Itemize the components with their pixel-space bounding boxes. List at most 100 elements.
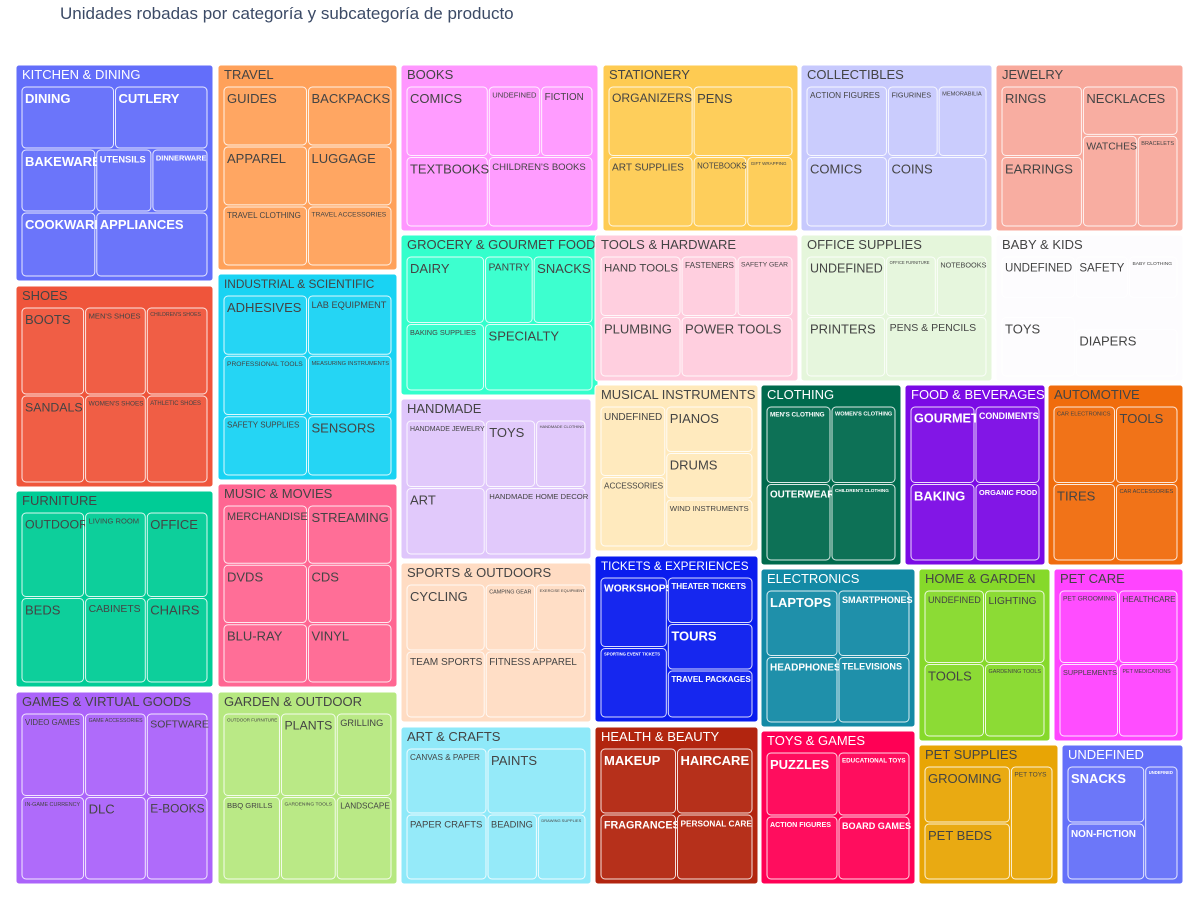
subcategory-tile[interactable] (766, 484, 831, 561)
subcategory-tile[interactable] (536, 420, 586, 487)
category-art-and-crafts[interactable]: ART & CRAFTS CANVAS & PAPER PAINTS PAPER CR… (400, 726, 592, 885)
subcategory-furniture-outdoor[interactable]: OUTDOOR (21, 512, 88, 597)
subcategory-books-fiction[interactable]: FICTION (541, 86, 593, 156)
subcategory-tile[interactable] (600, 648, 667, 718)
subcategory-kitchen-and-dining-bakeware[interactable]: BAKEWARE (21, 149, 101, 212)
subcategory-tile[interactable] (308, 564, 392, 624)
subcategory-automotive-car-accessories[interactable]: CAR ACCESSORIES (1116, 484, 1178, 561)
subcategory-pet-care-pet-medications[interactable]: PET MEDICATIONS (1119, 664, 1178, 737)
subcategory-baby-and-kids-safety[interactable]: SAFETY (1075, 256, 1128, 298)
subcategory-tile[interactable] (223, 206, 307, 266)
subcategory-games-and-virtual-goods-software[interactable]: SOFTWARE (146, 713, 209, 796)
subcategory-garden-and-outdoor-gardening-tools[interactable]: GARDENING TOOLS (280, 797, 336, 880)
subcategory-electronics-televisions[interactable]: TELEVISIONS (838, 657, 910, 723)
subcategory-handmade-handmade-jewelry[interactable]: HANDMADE JEWELRY (406, 420, 485, 487)
subcategory-tile[interactable] (336, 713, 392, 796)
subcategory-health-and-beauty-fragrances[interactable]: FRAGRANCES (600, 814, 680, 880)
subcategory-tools-and-hardware-hand-tools[interactable]: HAND TOOLS (600, 256, 681, 316)
subcategory-tile[interactable] (308, 355, 392, 416)
subcategory-sports-and-outdoors-exercise-equipment[interactable]: EXERCISE EQUIPMENT (536, 584, 586, 651)
subcategory-handmade-art[interactable]: ART (406, 488, 485, 555)
subcategory-tile[interactable] (887, 157, 987, 227)
subcategory-tile[interactable] (336, 797, 392, 880)
subcategory-undefined-snacks[interactable]: SNACKS (1067, 766, 1145, 823)
subcategory-shoes-sandals[interactable]: SANDALS (21, 395, 85, 483)
subcategory-tile[interactable] (308, 86, 392, 146)
category-sports-and-outdoors[interactable]: SPORTS & OUTDOORS CYCLING CAMPING GEAR EXER… (400, 562, 592, 723)
subcategory-tile[interactable] (1075, 329, 1178, 377)
subcategory-kitchen-and-dining-dining[interactable]: DINING (21, 86, 114, 149)
subcategory-furniture-chairs[interactable]: CHAIRS (146, 598, 208, 683)
subcategory-office-supplies-notebooks[interactable]: NOTEBOOKS (936, 256, 987, 316)
subcategory-sports-and-outdoors-cycling[interactable]: CYCLING (406, 584, 485, 651)
subcategory-health-and-beauty-personal-care[interactable]: PERSONAL CARE (677, 814, 753, 880)
subcategory-handmade-handmade-home-decor[interactable]: HANDMADE HOME DECOR (485, 488, 589, 555)
subcategory-tile[interactable] (975, 406, 1040, 483)
subcategory-industrial-and-scientific-adhesives[interactable]: ADHESIVES (223, 295, 307, 355)
subcategory-tile[interactable] (406, 748, 487, 814)
subcategory-tile[interactable] (85, 797, 146, 880)
category-music-and-movies[interactable]: MUSIC & MOVIES MERCHANDISE STREAMING DVDS CD… (217, 483, 398, 688)
subcategory-tile[interactable] (608, 157, 693, 227)
subcategory-tile[interactable] (667, 624, 753, 670)
subcategory-tile[interactable] (541, 86, 593, 156)
subcategory-tickets-and-experiences-tours[interactable]: TOURS (667, 624, 753, 670)
subcategory-home-and-garden-lighting[interactable]: LIGHTING (985, 590, 1045, 663)
subcategory-tools-and-hardware-fasteners[interactable]: FASTENERS (681, 256, 737, 316)
subcategory-tile[interactable] (1082, 135, 1137, 227)
subcategory-tile[interactable] (681, 317, 793, 377)
subcategory-tile[interactable] (406, 488, 485, 555)
category-grocery-and-gourmet-food[interactable]: GROCERY & GOURMET FOOD DAIRY PANTRY SNACKS B… (400, 234, 599, 396)
subcategory-tools-and-hardware-plumbing[interactable]: PLUMBING (600, 317, 681, 377)
subcategory-tile[interactable] (1145, 766, 1178, 880)
subcategory-sports-and-outdoors-fitness-apparel[interactable]: FITNESS APPAREL (485, 651, 586, 718)
subcategory-tile[interactable] (677, 814, 753, 880)
subcategory-musical-instruments-pianos[interactable]: PIANOS (666, 406, 753, 453)
subcategory-tile[interactable] (887, 86, 938, 156)
subcategory-jewelry-earrings[interactable]: EARRINGS (1001, 157, 1082, 227)
subcategory-furniture-living-room[interactable]: LIVING ROOM (85, 512, 146, 597)
subcategory-tile[interactable] (1053, 484, 1115, 561)
subcategory-musical-instruments-undefined[interactable]: UNDEFINED (600, 406, 666, 476)
subcategory-music-and-movies-streaming[interactable]: STREAMING (308, 505, 392, 564)
subcategory-travel-guides[interactable]: GUIDES (223, 86, 307, 146)
subcategory-tile[interactable] (223, 505, 307, 564)
subcategory-tile[interactable] (308, 416, 392, 476)
subcategory-art-and-crafts-paper-crafts[interactable]: PAPER CRAFTS (406, 814, 487, 880)
subcategory-tile[interactable] (533, 256, 593, 323)
subcategory-tile[interactable] (21, 212, 96, 277)
subcategory-tile[interactable] (308, 206, 392, 266)
category-office-supplies[interactable]: OFFICE SUPPLIES UNDEFINED OFFICE FURNITURE… (800, 234, 993, 382)
subcategory-clothing-outerwear[interactable]: OUTERWEAR (766, 484, 834, 561)
subcategory-furniture-cabinets[interactable]: CABINETS (85, 598, 146, 683)
subcategory-grocery-and-gourmet-food-dairy[interactable]: DAIRY (406, 256, 485, 323)
subcategory-art-and-crafts-drawing-supplies[interactable]: DRAWING SUPPLIES (537, 814, 586, 880)
subcategory-baby-and-kids-undefined[interactable]: UNDEFINED (1001, 256, 1075, 298)
subcategory-tile[interactable] (1059, 590, 1118, 663)
subcategory-books-children-s-books[interactable]: CHILDREN'S BOOKS (488, 157, 593, 227)
subcategory-garden-and-outdoor-bbq-grills[interactable]: BBQ GRILLS (223, 797, 280, 880)
subcategory-games-and-virtual-goods-e-books[interactable]: E-BOOKS (146, 797, 208, 880)
subcategory-music-and-movies-cds[interactable]: CDS (308, 564, 392, 624)
subcategory-tile[interactable] (1067, 823, 1145, 880)
subcategory-tile[interactable] (1128, 256, 1178, 298)
subcategory-tile[interactable] (693, 157, 747, 227)
subcategory-tile[interactable] (21, 395, 85, 483)
subcategory-tile[interactable] (1119, 590, 1178, 663)
subcategory-collectibles-figurines[interactable]: FIGURINES (887, 86, 938, 156)
subcategory-office-supplies-undefined[interactable]: UNDEFINED (806, 256, 886, 316)
subcategory-pet-supplies-pet-beds[interactable]: PET BEDS (924, 823, 1010, 880)
subcategory-musical-instruments-drums[interactable]: DRUMS (666, 453, 753, 499)
subcategory-music-and-movies-merchandise[interactable]: MERCHANDISE (223, 505, 308, 564)
subcategory-tile[interactable] (600, 477, 666, 547)
subcategory-tile[interactable] (910, 484, 975, 561)
subcategory-garden-and-outdoor-landscape[interactable]: LANDSCAPE (336, 797, 392, 880)
subcategory-tile[interactable] (308, 295, 392, 355)
subcategory-shoes-children-s-shoes[interactable]: CHILDREN'S SHOES (146, 307, 208, 395)
subcategory-office-supplies-printers[interactable]: PRINTERS (806, 317, 886, 377)
subcategory-automotive-tires[interactable]: TIRES (1053, 484, 1115, 561)
subcategory-music-and-movies-dvds[interactable]: DVDS (223, 564, 307, 624)
subcategory-tickets-and-experiences-travel-packages[interactable]: TRAVEL PACKAGES (667, 670, 753, 718)
category-pet-supplies[interactable]: PET SUPPLIES GROOMING PET TOYS PET BEDS (918, 744, 1059, 885)
